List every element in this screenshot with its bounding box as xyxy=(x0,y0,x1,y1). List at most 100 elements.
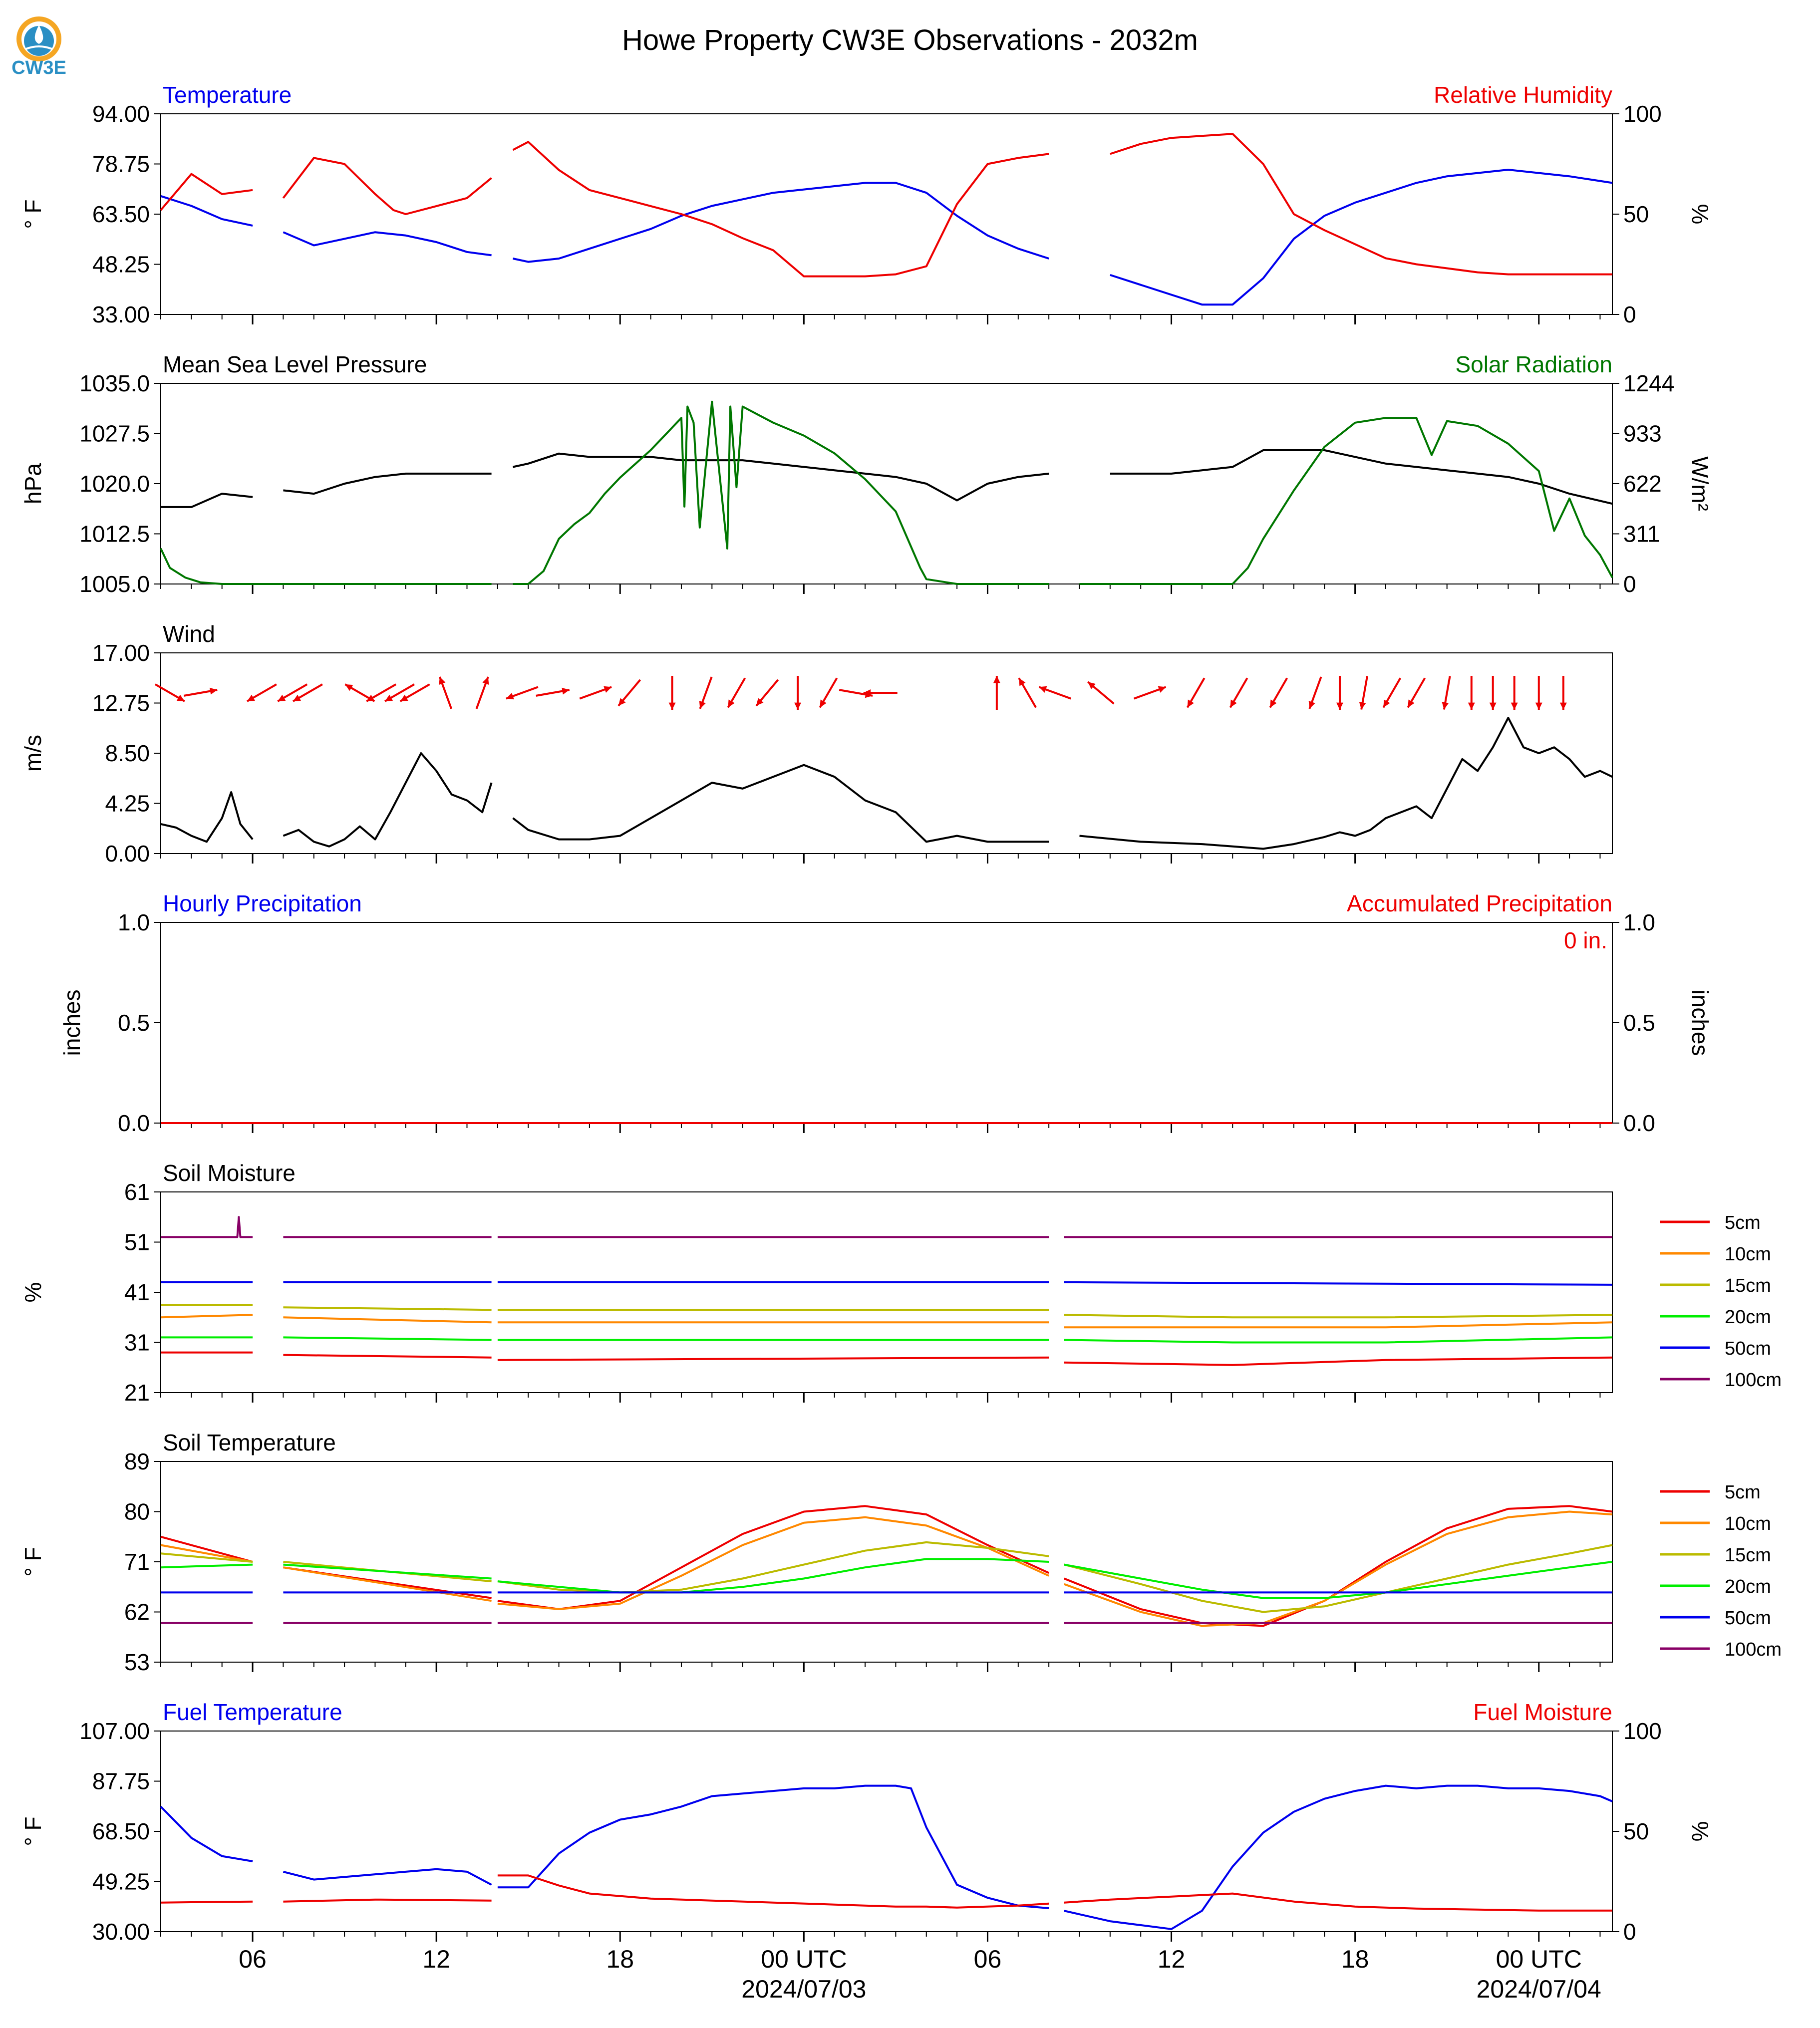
legend-label: 5cm xyxy=(1725,1482,1761,1503)
plot-frame xyxy=(160,1461,1613,1663)
y-axis-label-left: ° F xyxy=(20,1816,46,1846)
legend-item: 100cm xyxy=(1660,1639,1782,1660)
legend-label: 100cm xyxy=(1725,1639,1782,1660)
wind-arrow-icon xyxy=(439,676,453,709)
wind-arrow-icon xyxy=(1489,676,1497,710)
series-line-20cm xyxy=(161,1336,1613,1344)
legend-label: 100cm xyxy=(1725,1370,1782,1391)
y-tick-label-left: 41 xyxy=(124,1279,150,1305)
wind-arrow-icon xyxy=(1186,677,1206,708)
plot-frame xyxy=(160,922,1613,1124)
plot-frame xyxy=(160,1191,1613,1393)
wind-arrow-icon xyxy=(1336,676,1343,710)
wind-arrow-icon xyxy=(993,676,1000,710)
x-tick-label: 00 UTC xyxy=(761,1945,847,1973)
panel-title-right: Fuel Moisture xyxy=(1473,1699,1612,1725)
wind-arrow-icon xyxy=(668,676,676,710)
wind-arrow-icon xyxy=(183,687,218,697)
wind-arrow-icon xyxy=(506,686,539,700)
panel-title-right: Relative Humidity xyxy=(1434,82,1612,108)
series-line-10cm xyxy=(160,1510,1613,1627)
wind-arrow-icon xyxy=(247,683,277,702)
panel-title-left: Wind xyxy=(163,621,215,647)
x-tick-label: 06 xyxy=(974,1945,1002,1973)
x-tick-label: 12 xyxy=(1158,1945,1186,1973)
series-line-15cm xyxy=(160,1541,1613,1613)
panel-title-right: Accumulated Precipitation xyxy=(1347,890,1612,916)
y-tick-label-right: 0.5 xyxy=(1623,1010,1655,1036)
series-line-temperature xyxy=(160,169,1613,306)
y-tick-label-left: 0.00 xyxy=(105,841,150,867)
series-line-relative-humidity xyxy=(160,133,1612,278)
wind-arrow-icon xyxy=(579,686,612,700)
y-tick-label-left: 0.0 xyxy=(118,1110,150,1136)
wind-arrow-icon xyxy=(277,683,308,702)
figure-title: Howe Property CW3E Observations - 2032m xyxy=(622,24,1198,56)
legend-item: 50cm xyxy=(1660,1338,1771,1359)
y-axis-label-left: m/s xyxy=(20,735,46,772)
y-tick-label-left: 4.25 xyxy=(105,791,150,817)
y-tick-label-right: 0 xyxy=(1623,301,1636,327)
legend-label: 50cm xyxy=(1725,1608,1771,1629)
y-tick-label-left: 53 xyxy=(124,1649,150,1675)
y-tick-label-right: 100 xyxy=(1623,101,1662,127)
series-line-5cm xyxy=(161,1351,1613,1366)
wind-arrow-icon xyxy=(154,683,185,702)
legend-item: 15cm xyxy=(1660,1545,1771,1566)
y-tick-label-left: 62 xyxy=(124,1599,150,1625)
y-tick-label-left: 68.50 xyxy=(92,1818,150,1844)
y-tick-label-left: 48.25 xyxy=(92,252,150,278)
series-line-fuel-moisture xyxy=(160,1874,1612,1912)
y-axis-label-right: % xyxy=(1687,204,1713,225)
panel-fuel: Fuel Temperature Fuel Moisture 107.00 87.75… xyxy=(20,1699,1713,1945)
y-tick-label-left: 1.0 xyxy=(118,909,150,935)
y-tick-label-left: 63.50 xyxy=(92,201,150,227)
wind-arrow-icon xyxy=(1308,676,1322,709)
wind-arrow-icon xyxy=(1133,686,1167,700)
x-tick-label: 18 xyxy=(606,1945,634,1973)
wind-arrow-icon xyxy=(1038,686,1072,700)
series-line-solar-radiation xyxy=(160,400,1613,585)
y-tick-label-left: 94.00 xyxy=(92,101,150,127)
wind-arrow-icon xyxy=(1382,677,1402,708)
wind-arrow-icon xyxy=(1442,676,1451,710)
wind-arrow-icon xyxy=(1087,681,1115,705)
legend-item: 100cm xyxy=(1660,1370,1782,1391)
panels: Temperature Relative Humidity 94.00 78.75 63… xyxy=(20,82,1782,2003)
y-tick-label-left: 8.50 xyxy=(105,740,150,766)
y-axis-label-left: hPa xyxy=(20,463,46,504)
wind-arrow-icon xyxy=(794,676,802,710)
legend-item: 10cm xyxy=(1660,1244,1771,1265)
y-tick-label-left: 1027.5 xyxy=(79,421,150,447)
panel-title-left: Fuel Temperature xyxy=(163,1699,342,1725)
y-tick-label-right: 0 xyxy=(1623,1919,1636,1945)
wind-arrow-icon xyxy=(384,683,415,702)
wind-arrow-icon xyxy=(366,683,397,702)
legend-label: 10cm xyxy=(1725,1244,1771,1265)
y-tick-label-left: 78.75 xyxy=(92,151,150,177)
legend-item: 15cm xyxy=(1660,1275,1771,1296)
panel-precip: Hourly Precipitation Accumulated Precipit… xyxy=(59,890,1713,1136)
series-line-10cm xyxy=(160,1314,1613,1329)
wind-arrow-icon xyxy=(617,679,641,707)
y-tick-label-right: 0.0 xyxy=(1623,1110,1655,1136)
y-tick-label-left: 49.25 xyxy=(92,1869,150,1895)
y-axis-label-left: % xyxy=(20,1282,46,1303)
legend-item: 20cm xyxy=(1660,1576,1771,1597)
wind-arrow-icon xyxy=(293,683,323,702)
y-tick-label-right: 311 xyxy=(1623,521,1660,547)
wind-arrow-icon xyxy=(1511,676,1518,710)
wind-arrow-icon xyxy=(863,689,898,696)
y-tick-label-left: 80 xyxy=(124,1499,150,1525)
wind-arrow-icon xyxy=(1468,676,1475,710)
y-tick-label-left: 89 xyxy=(124,1449,150,1474)
wind-arrow-icon xyxy=(1229,677,1248,708)
series-line-wind-speed xyxy=(160,717,1613,850)
y-axis-label-left: ° F xyxy=(20,1547,46,1576)
y-tick-label-left: 12.75 xyxy=(92,690,150,716)
y-tick-label-left: 30.00 xyxy=(92,1919,150,1945)
logo-drop-icon xyxy=(34,25,43,44)
legend-item: 5cm xyxy=(1660,1482,1761,1503)
